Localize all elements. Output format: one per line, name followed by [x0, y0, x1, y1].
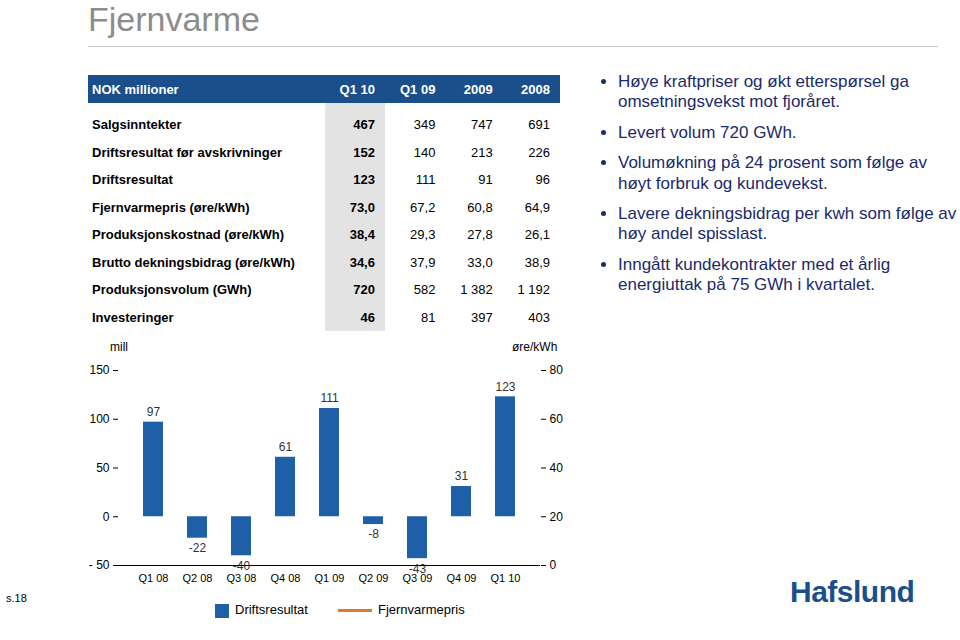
html-text:Fjernvarme: Fjernvarme [88, 0, 260, 38]
html-text:mill: mill [110, 340, 128, 354]
svg-text:-40: -40 [232, 558, 251, 573]
html-text:213: 213 [471, 144, 493, 160]
svg-text:100: 100 [89, 412, 109, 426]
svg-text:20: 20 [550, 510, 564, 524]
html-text:1 382: 1 382 [460, 282, 493, 298]
html-text:582: 582 [413, 282, 436, 298]
html-text:Lavere dekningsbidrag per kwh: Lavere dekningsbidrag per kwh som følge … [618, 204, 957, 244]
html-text:Q1 10: Q1 10 [339, 81, 375, 97]
svg-text:Q4 08: Q4 08 [271, 572, 301, 584]
html-text:397: 397 [471, 309, 493, 325]
svg-text:Q1 08: Q1 08 [139, 572, 169, 584]
html-text:38,4: 38,4 [349, 227, 375, 243]
html-text:Fjernvarmepris: Fjernvarmepris [378, 602, 465, 618]
html-text:720: 720 [353, 282, 375, 298]
html-text:37,9: 37,9 [410, 254, 436, 270]
html-text:38,9: 38,9 [524, 254, 550, 270]
html-text:64,9: 64,9 [524, 199, 550, 215]
svg-text:Q3 08: Q3 08 [227, 572, 257, 584]
svg-text:111: 111 [320, 391, 339, 405]
html-text:Levert volum 720 GWh.: Levert volum 720 GWh. [618, 122, 797, 142]
html-text:Volumøkning på 24 prosent som: Volumøkning på 24 prosent som følge av h… [618, 153, 927, 193]
html-text:Q1 09: Q1 09 [400, 81, 436, 97]
svg-text:50: 50 [96, 461, 110, 475]
svg-text:97: 97 [147, 405, 161, 419]
html-text:Driftsresultat: Driftsresultat [92, 172, 173, 188]
svg-text:-8: -8 [368, 527, 379, 541]
html-text:NOK millioner: NOK millioner [92, 81, 179, 97]
html-text:91: 91 [478, 172, 493, 188]
svg-text:0: 0 [550, 558, 557, 572]
svg-text:- 50: - 50 [89, 558, 110, 572]
html-text:60,8: 60,8 [467, 199, 493, 215]
html-text:Brutto dekningsbidrag (øre/kWh: Brutto dekningsbidrag (øre/kWh) [92, 254, 295, 270]
html-text:691: 691 [528, 117, 550, 133]
html-text:226: 226 [528, 144, 550, 160]
svg-text:0: 0 [103, 510, 110, 524]
html-text:Investeringer: Investeringer [92, 309, 174, 325]
svg-text:31: 31 [455, 469, 469, 483]
html-text:73,0: 73,0 [349, 199, 375, 215]
html-text:Fjernvarmepris (øre/kWh): Fjernvarmepris (øre/kWh) [92, 199, 250, 215]
svg-text:40: 40 [550, 461, 564, 475]
html-text:46: 46 [360, 309, 375, 325]
html-text:Driftsresultat: Driftsresultat [235, 602, 308, 617]
html-text:2009: 2009 [463, 81, 493, 97]
html-text:349: 349 [413, 117, 436, 133]
html-text:27,8: 27,8 [467, 227, 493, 243]
html-text:747: 747 [471, 117, 493, 133]
html-text:Produksjonsvolum (GWh): Produksjonsvolum (GWh) [92, 282, 252, 298]
html-text:123: 123 [353, 172, 375, 188]
html-text:26,1: 26,1 [524, 227, 550, 243]
html-text:Salgsinntekter: Salgsinntekter [92, 117, 182, 133]
svg-text:61: 61 [279, 440, 293, 454]
svg-text:150: 150 [89, 363, 109, 377]
html-text:øre/kWh: øre/kWh [512, 340, 558, 354]
html-text:111: 111 [415, 172, 436, 188]
svg-text:Q3 09: Q3 09 [403, 572, 433, 584]
html-text:403: 403 [528, 309, 550, 325]
svg-text:123: 123 [495, 380, 515, 394]
svg-text:Q1 10: Q1 10 [491, 572, 521, 584]
svg-text:60: 60 [550, 412, 564, 426]
html-text:2008: 2008 [521, 81, 550, 97]
svg-text:-22: -22 [189, 541, 207, 555]
html-text:33,0: 33,0 [467, 254, 493, 270]
html-text:Inngått kundekontrakter med et: Inngått kundekontrakter med et årlig ene… [618, 254, 891, 295]
html-text:Driftsresultat før avskrivning: Driftsresultat før avskrivninger [92, 144, 282, 160]
html-text:Hafslund: Hafslund [790, 575, 915, 608]
html-text:152: 152 [353, 144, 375, 160]
svg-text:Q2 09: Q2 09 [359, 572, 389, 584]
html-text:467: 467 [353, 117, 375, 133]
html-text:29,3: 29,3 [410, 227, 436, 243]
html-text:1 192: 1 192 [517, 282, 550, 298]
html-text:96: 96 [535, 172, 550, 188]
html-text:Produksjonskostnad (øre/kWh): Produksjonskostnad (øre/kWh) [92, 227, 285, 243]
html-text:s.18: s.18 [6, 592, 27, 604]
svg-text:Q2 08: Q2 08 [183, 572, 213, 584]
html-text:67,2: 67,2 [410, 199, 436, 215]
svg-text:-43: -43 [408, 561, 427, 576]
svg-text:Q1 09: Q1 09 [315, 572, 345, 584]
svg-text:80: 80 [550, 363, 564, 377]
html-text:34,6: 34,6 [349, 254, 375, 270]
html-text:81: 81 [420, 309, 436, 325]
html-text:140: 140 [413, 144, 436, 160]
svg-text:Q4 09: Q4 09 [447, 572, 477, 584]
html-text:Høye kraftpriser og økt etters: Høye kraftpriser og økt etterspørsel ga … [618, 72, 909, 112]
